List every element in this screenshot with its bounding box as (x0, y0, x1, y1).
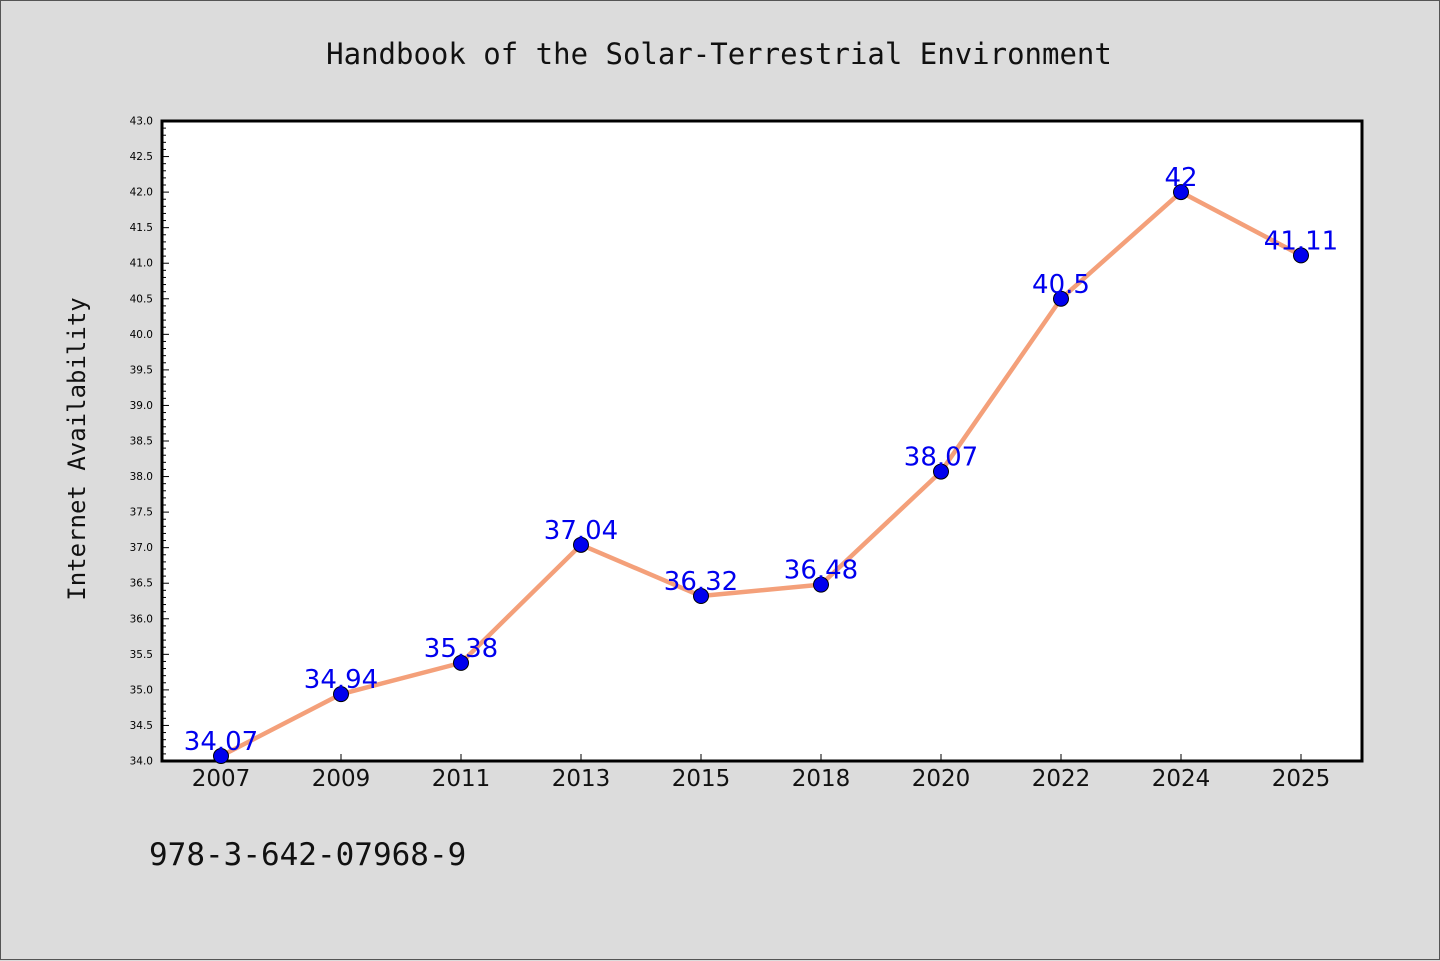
x-tick-label: 2020 (912, 766, 971, 792)
data-label: 40.5 (1032, 270, 1090, 300)
y-tick-label: 36.5 (130, 578, 153, 590)
data-point (693, 588, 709, 605)
x-tick-label: 2022 (1032, 766, 1091, 792)
y-axis: 34.0 34.5 35.0 35.5 36.0 36.5 37.0 37.5 38.0 38.5… (130, 116, 169, 768)
data-point (573, 536, 589, 553)
y-tick-label: 34.5 (130, 720, 153, 732)
x-tick-label: 2013 (552, 766, 611, 792)
y-tick-label: 37.0 (130, 542, 153, 554)
plot-area (160, 119, 1364, 763)
y-tick-label: 34.0 (130, 756, 153, 768)
data-label: 42 (1164, 163, 1197, 193)
y-tick-label: 38.5 (130, 436, 153, 448)
data-point (333, 686, 349, 703)
data-label: 34.07 (184, 727, 258, 757)
data-point (1173, 184, 1189, 201)
data-point (1293, 247, 1309, 264)
data-label: 37.04 (544, 516, 618, 546)
x-tick-label: 2011 (432, 766, 491, 792)
y-tick-label: 36.0 (130, 613, 153, 625)
data-label: 35.38 (424, 634, 498, 664)
series-group: 34.07 34.94 35.38 37.04 36.32 36.48 38.07 40.5 4… (184, 163, 1338, 765)
y-tick-label: 39.0 (130, 400, 153, 412)
y-tick-label: 43.0 (130, 116, 153, 128)
y-tick-label: 42.5 (130, 151, 153, 163)
data-point (1053, 290, 1069, 307)
y-tick-label: 41.0 (130, 258, 153, 270)
y-tick-label: 37.5 (130, 507, 153, 519)
y-tick-label: 38.0 (130, 471, 153, 483)
data-label: 36.48 (784, 556, 858, 586)
data-point (453, 654, 469, 671)
x-tick-label: 2018 (792, 766, 851, 792)
y-tick-label: 35.0 (130, 684, 153, 696)
x-tick-label: 2007 (192, 766, 251, 792)
data-label: 38.07 (904, 443, 978, 473)
y-tick-label: 41.5 (130, 222, 153, 234)
data-point (213, 748, 229, 765)
x-tick-label: 2025 (1272, 766, 1331, 792)
x-tick-label: 2009 (312, 766, 371, 792)
series-line (218, 189, 1304, 759)
y-tick-label: 40.0 (130, 329, 153, 341)
data-label: 34.94 (304, 665, 378, 695)
x-tick-label: 2015 (672, 766, 731, 792)
y-axis-label: Internet Availability (63, 297, 91, 600)
data-point (933, 463, 949, 480)
x-axis: 2007 2009 2011 2013 2015 2018 2020 2022 2024 2025 (192, 754, 1331, 792)
data-point (813, 576, 829, 593)
x-tick-label: 2024 (1152, 766, 1211, 792)
isbn-footer: 978-3-642-07968-9 (149, 837, 466, 873)
y-tick-label: 35.5 (130, 649, 153, 661)
data-label: 36.32 (664, 567, 738, 597)
chart-title: Handbook of the Solar-Terrestrial Enviro… (326, 37, 1112, 71)
data-label: 41.11 (1264, 226, 1338, 256)
y-tick-label: 39.5 (130, 364, 153, 376)
y-tick-label: 42.0 (130, 187, 153, 199)
y-tick-label: 40.5 (130, 293, 153, 305)
